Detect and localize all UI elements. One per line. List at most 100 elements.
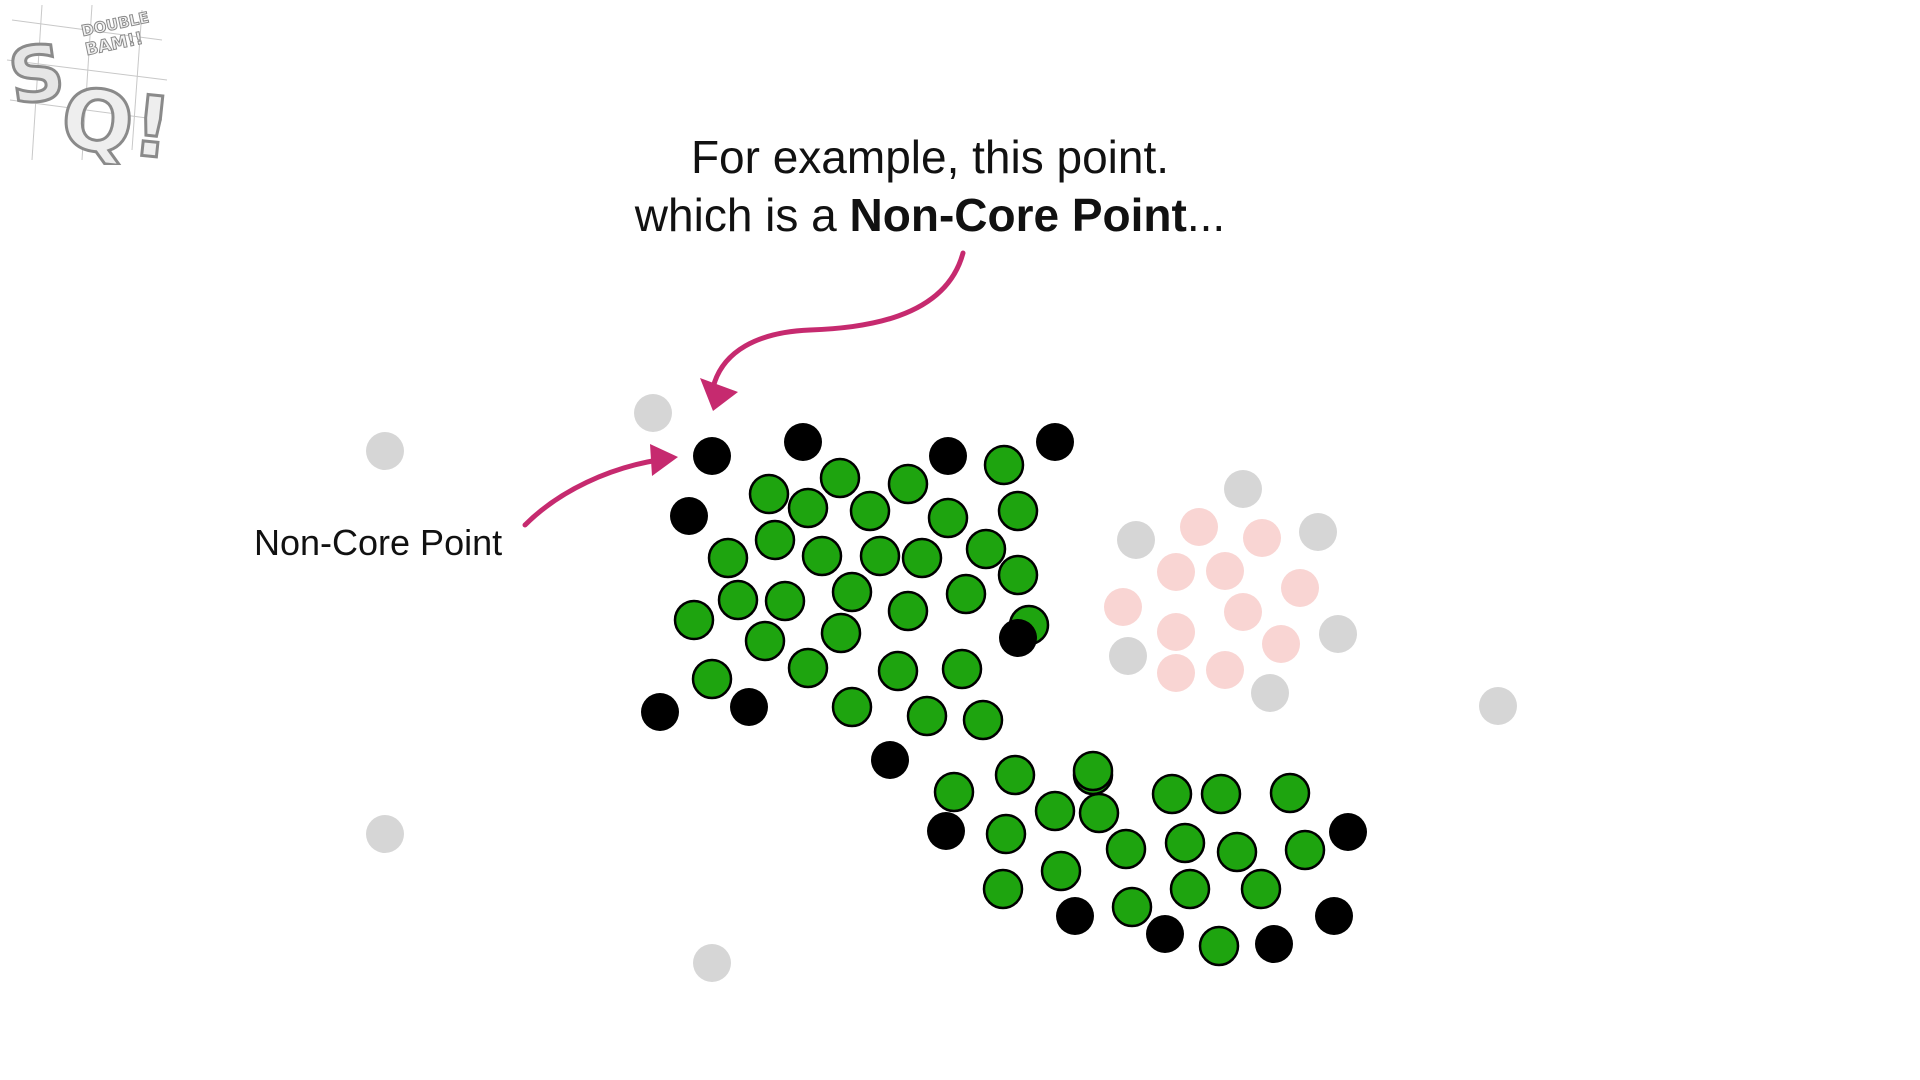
non-core-point bbox=[927, 812, 965, 850]
faded-cluster-point bbox=[1243, 519, 1281, 557]
non-core-point bbox=[1146, 915, 1184, 953]
core-point bbox=[1269, 772, 1311, 814]
caption-arrow bbox=[709, 250, 966, 395]
core-point bbox=[941, 648, 983, 690]
core-point bbox=[877, 650, 919, 692]
core-point bbox=[994, 754, 1036, 796]
caption-line-2-prefix: which is a bbox=[634, 189, 850, 241]
core-point bbox=[1216, 831, 1258, 873]
core-point bbox=[691, 658, 733, 700]
outlier-point bbox=[1299, 513, 1337, 551]
core-point bbox=[1164, 822, 1206, 864]
outlier-point bbox=[693, 944, 731, 982]
caption-line-1: For example, this point. bbox=[690, 131, 1170, 183]
outlier-point bbox=[1117, 521, 1155, 559]
non-core-point bbox=[929, 437, 967, 475]
core-point bbox=[820, 612, 862, 654]
caption-arrowhead bbox=[700, 378, 738, 411]
svg-text:S: S bbox=[3, 26, 70, 122]
core-point bbox=[983, 444, 1025, 486]
faded-cluster-point bbox=[1281, 569, 1319, 607]
core-point bbox=[901, 537, 943, 579]
core-point bbox=[1151, 773, 1193, 815]
caption: For example, this point. which is a Non-… bbox=[570, 128, 1290, 244]
core-point bbox=[945, 573, 987, 615]
non-core-point bbox=[641, 693, 679, 731]
core-point bbox=[1072, 750, 1114, 792]
core-point bbox=[887, 463, 929, 505]
core-point bbox=[1169, 868, 1211, 910]
outlier-point bbox=[366, 432, 404, 470]
core-point bbox=[787, 647, 829, 689]
label-arrowhead bbox=[650, 444, 678, 476]
faded-cluster-point bbox=[1157, 654, 1195, 692]
outlier-point bbox=[1479, 687, 1517, 725]
non-core-point bbox=[730, 688, 768, 726]
faded-cluster-point bbox=[1157, 553, 1195, 591]
core-point bbox=[744, 620, 786, 662]
core-point bbox=[819, 457, 861, 499]
non-core-point bbox=[670, 497, 708, 535]
non-core-point bbox=[1255, 925, 1293, 963]
core-point bbox=[1105, 828, 1147, 870]
outlier-point bbox=[366, 815, 404, 853]
label-arrow bbox=[522, 457, 661, 528]
faded-cluster-point bbox=[1104, 588, 1142, 626]
caption-line-2: which is a Non-Core Point... bbox=[570, 186, 1290, 244]
faded-cluster-point bbox=[1206, 651, 1244, 689]
statquest-logo: S Q! DOUBLE BAM!! bbox=[2, 4, 172, 165]
caption-line-2-bold: Non-Core Point bbox=[849, 189, 1187, 241]
outlier-point bbox=[1251, 674, 1289, 712]
caption-line-2-suffix: ... bbox=[1186, 189, 1226, 241]
core-point bbox=[754, 519, 796, 561]
non-core-point bbox=[1036, 423, 1074, 461]
core-point bbox=[673, 599, 715, 641]
core-point bbox=[906, 695, 948, 737]
core-point bbox=[1111, 886, 1153, 928]
non-core-point-label: Non-Core Point bbox=[254, 522, 503, 563]
core-point bbox=[985, 813, 1027, 855]
core-point bbox=[1072, 754, 1114, 796]
core-point bbox=[887, 590, 929, 632]
faded-cluster-point bbox=[1262, 625, 1300, 663]
faded-cluster-point bbox=[1224, 593, 1262, 631]
core-point bbox=[933, 771, 975, 813]
core-point bbox=[965, 528, 1007, 570]
core-point bbox=[1008, 604, 1050, 646]
outlier-point bbox=[1109, 637, 1147, 675]
core-point bbox=[1078, 792, 1120, 834]
core-point bbox=[859, 535, 901, 577]
core-point bbox=[707, 537, 749, 579]
non-core-point bbox=[1329, 813, 1367, 851]
outlier-point bbox=[1224, 470, 1262, 508]
core-point bbox=[764, 580, 806, 622]
non-core-point bbox=[871, 741, 909, 779]
core-point bbox=[997, 490, 1039, 532]
faded-cluster-point bbox=[1180, 508, 1218, 546]
core-point bbox=[997, 554, 1039, 596]
core-point bbox=[1200, 773, 1242, 815]
core-point bbox=[1034, 790, 1076, 832]
points-layer bbox=[366, 394, 1517, 982]
core-point bbox=[1284, 829, 1326, 871]
core-point bbox=[982, 868, 1024, 910]
outlier-point bbox=[1319, 615, 1357, 653]
core-point bbox=[748, 473, 790, 515]
core-point bbox=[1040, 850, 1082, 892]
non-core-point bbox=[1056, 897, 1094, 935]
non-core-point bbox=[1315, 897, 1353, 935]
svg-text:Q!: Q! bbox=[57, 69, 172, 165]
core-point bbox=[1240, 868, 1282, 910]
core-point bbox=[717, 579, 759, 621]
non-core-point bbox=[693, 437, 731, 475]
core-point bbox=[927, 497, 969, 539]
core-point bbox=[831, 686, 873, 728]
non-core-point bbox=[784, 423, 822, 461]
faded-cluster-point bbox=[1157, 613, 1195, 651]
core-point bbox=[962, 699, 1004, 741]
core-point bbox=[1198, 925, 1240, 967]
outlier-point bbox=[634, 394, 672, 432]
non-core-point bbox=[999, 619, 1037, 657]
faded-cluster-point bbox=[1206, 552, 1244, 590]
